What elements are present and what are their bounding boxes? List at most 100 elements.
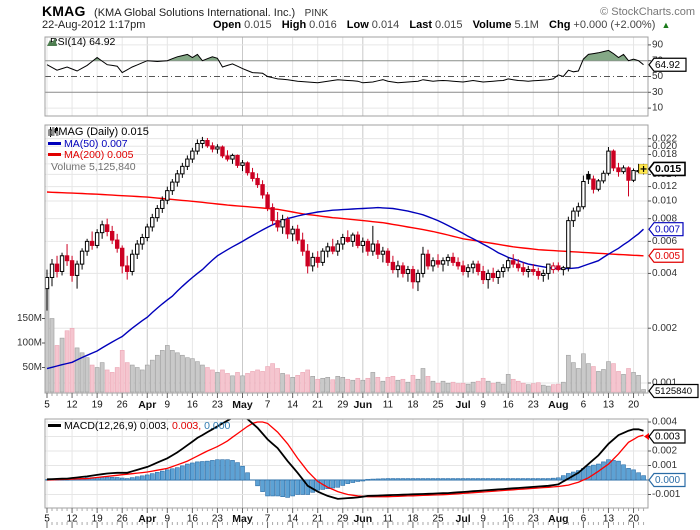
quote-value: 0.015 [434, 19, 463, 31]
svg-text:16: 16 [503, 400, 515, 411]
svg-text:0.003: 0.003 [655, 432, 680, 443]
volume-bars [45, 286, 646, 393]
company-name: (KMA Global Solutions International. Inc… [94, 7, 296, 19]
svg-text:25: 25 [432, 514, 444, 525]
svg-text:0.015: 0.015 [655, 163, 681, 175]
macd-histogram [45, 459, 648, 498]
stockcharts-credit: © StockCharts.com [600, 6, 695, 18]
svg-text:0.005: 0.005 [655, 251, 680, 262]
svg-text:11: 11 [383, 514, 394, 525]
svg-text:29: 29 [337, 400, 349, 411]
quote-value: 5.1M [514, 19, 539, 31]
svg-text:23: 23 [212, 514, 224, 525]
svg-text:23: 23 [528, 514, 540, 525]
exchange-label: PINK [304, 8, 328, 19]
quote-label: Open [213, 19, 242, 31]
signal-line [46, 421, 644, 498]
chart-header: KMAG (KMA Global Solutions International… [42, 3, 328, 21]
svg-text:Jun: Jun [353, 513, 372, 525]
svg-text:100M: 100M [17, 338, 42, 349]
svg-text:7: 7 [265, 514, 271, 525]
svg-text:9: 9 [165, 400, 171, 411]
svg-text:26: 26 [117, 400, 129, 411]
svg-text:Aug: Aug [548, 513, 568, 525]
svg-text:14: 14 [287, 400, 299, 411]
svg-text:6: 6 [581, 400, 587, 411]
svg-text:0.001: 0.001 [652, 378, 677, 389]
svg-text:0.002: 0.002 [652, 323, 677, 334]
svg-text:21: 21 [312, 400, 324, 411]
svg-text:0.006: 0.006 [652, 236, 677, 247]
ma50-line [46, 206, 644, 370]
quote-value: 0.015 [244, 19, 272, 31]
svg-text:Jul: Jul [455, 513, 470, 525]
svg-text:16: 16 [187, 400, 199, 411]
svg-text:5: 5 [44, 514, 50, 525]
candles-layer [45, 136, 646, 311]
svg-text:14: 14 [287, 514, 299, 525]
svg-text:19: 19 [92, 514, 104, 525]
svg-text:25: 25 [432, 400, 444, 411]
svg-text:18: 18 [407, 514, 419, 525]
svg-text:50M: 50M [23, 362, 42, 373]
svg-text:9: 9 [480, 400, 486, 411]
svg-text:19: 19 [92, 400, 104, 411]
svg-text:90: 90 [652, 40, 664, 51]
svg-text:May: May [232, 399, 253, 411]
chart-datetime: 22-Aug-2012 1:17pm [42, 19, 146, 31]
axis-value-tags: 0.015 0.007 0.005 5125840 64.92 0.003 0.000 [644, 57, 699, 488]
svg-text:13: 13 [603, 400, 615, 411]
gridlines [45, 37, 648, 508]
quote-value: +0.000 (+2.00%) [573, 19, 656, 31]
svg-text:12: 12 [67, 400, 79, 411]
svg-text:30: 30 [652, 87, 664, 98]
svg-text:20: 20 [628, 400, 640, 411]
ticker-symbol: KMAG [42, 3, 86, 19]
svg-text:16: 16 [187, 514, 199, 525]
svg-text:5125840: 5125840 [655, 386, 692, 397]
panel-borders [44, 36, 649, 509]
svg-text:26: 26 [117, 514, 129, 525]
svg-text:Apr: Apr [138, 513, 156, 525]
svg-text:Jul: Jul [455, 399, 470, 411]
svg-text:0.010: 0.010 [652, 196, 677, 207]
svg-text:50: 50 [652, 71, 664, 82]
svg-text:0.001: 0.001 [652, 460, 677, 471]
svg-text:0.007: 0.007 [655, 224, 680, 235]
svg-text:20: 20 [628, 514, 640, 525]
svg-text:23: 23 [212, 400, 224, 411]
svg-text:12: 12 [67, 514, 79, 525]
quote-value: 0.016 [309, 19, 337, 31]
svg-text:0.000: 0.000 [655, 475, 680, 486]
quote-label: Last [409, 19, 432, 31]
macd-line [46, 419, 644, 500]
change-up-arrow-icon: ▲ [661, 20, 671, 30]
svg-text:Aug: Aug [548, 399, 568, 411]
svg-text:Apr: Apr [138, 399, 156, 411]
svg-text:0.018: 0.018 [652, 149, 677, 160]
svg-text:0.004: 0.004 [652, 417, 677, 428]
svg-text:18: 18 [407, 400, 419, 411]
svg-text:64.92: 64.92 [655, 60, 680, 71]
svg-text:0.012: 0.012 [652, 181, 677, 192]
quote-value: 0.014 [371, 19, 400, 31]
svg-text:-0.001: -0.001 [652, 489, 681, 500]
svg-text:13: 13 [603, 514, 615, 525]
quote-label: Chg [549, 19, 571, 31]
svg-text:Jun: Jun [353, 399, 372, 411]
svg-text:29: 29 [337, 514, 349, 525]
svg-text:0.008: 0.008 [652, 213, 677, 224]
quote-strip: Open 0.015 High 0.016 Low 0.014 Last 0.015 V… [213, 19, 670, 31]
svg-text:9: 9 [165, 514, 171, 525]
quote-label: Volume [472, 19, 512, 31]
quote-label: Low [346, 19, 369, 31]
last-price-marker [638, 164, 649, 174]
svg-text:9: 9 [480, 514, 486, 525]
svg-text:6: 6 [581, 514, 587, 525]
axis-labels: 90705030100.0220.0200.0180.0140.0120.010… [17, 40, 681, 501]
quote-label: High [281, 19, 307, 31]
svg-text:150M: 150M [17, 313, 42, 324]
x-axis-labels: 5 12 19 26 Apr 9 16 23 May 7 14 21 29 Jun 11 18 25 Jul 9 16… [44, 393, 645, 528]
